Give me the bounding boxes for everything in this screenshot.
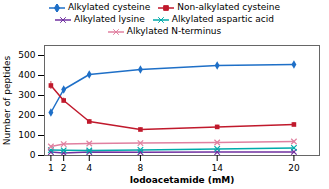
- html-text:Alkylated cysteine: Alkylated cysteine: [67, 2, 151, 12]
- svg-text:4: 4: [86, 163, 92, 173]
- svg-text:14: 14: [211, 163, 223, 173]
- svg-text:Number of peptides: Number of peptides: [2, 55, 12, 145]
- svg-text:400: 400: [18, 70, 35, 80]
- svg-text:100: 100: [18, 130, 35, 140]
- svg-text:0: 0: [30, 150, 36, 160]
- svg-text:20: 20: [288, 163, 300, 173]
- svg-text:200: 200: [18, 110, 35, 120]
- html-text:Non-alkylated cysteine: Non-alkylated cysteine: [177, 2, 281, 12]
- html-text:Alkylated N-terminus: Alkylated N-terminus: [126, 26, 222, 36]
- svg-text:8: 8: [138, 163, 144, 173]
- svg-text:500: 500: [18, 50, 35, 60]
- svg-text:300: 300: [18, 90, 35, 100]
- svg-text:Iodoacetamide (mM): Iodoacetamide (mM): [130, 175, 235, 185]
- html-text:Alkylated aspartic acid: Alkylated aspartic acid: [171, 14, 274, 24]
- html-text:Alkylated lysine: Alkylated lysine: [74, 14, 145, 24]
- svg-text:1: 1: [48, 163, 54, 173]
- svg-text:2: 2: [61, 163, 67, 173]
